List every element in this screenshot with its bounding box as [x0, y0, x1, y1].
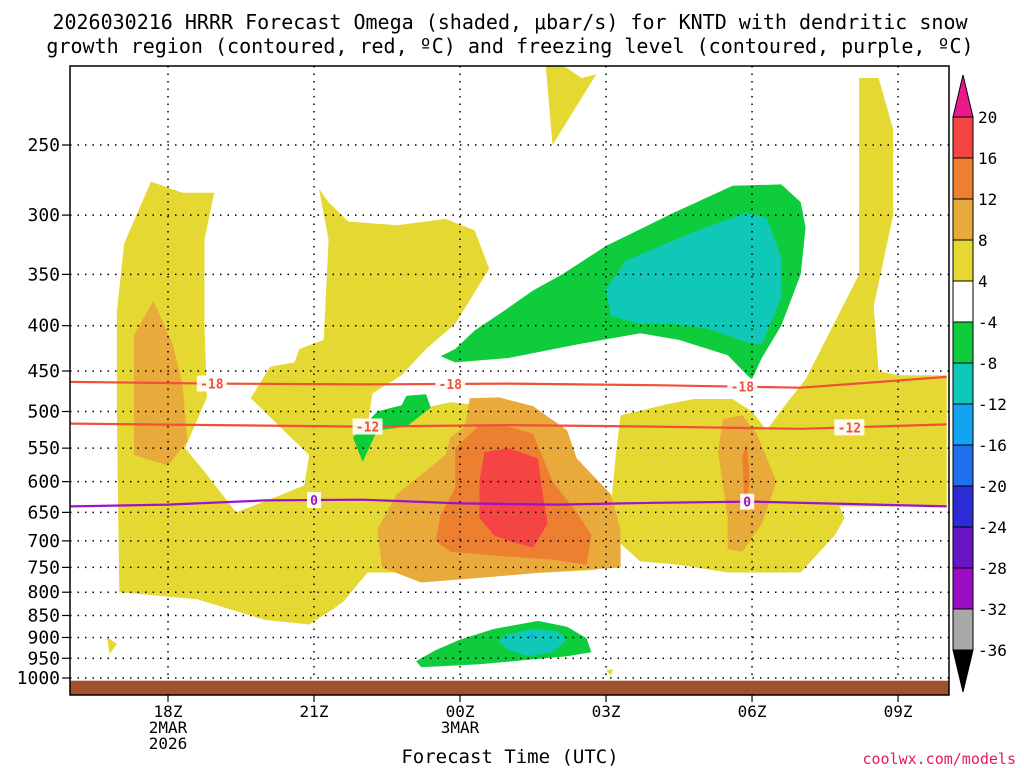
colorbar-min-triangle	[952, 649, 974, 693]
title-line-2: growth region (contoured, red, ºC) and f…	[46, 34, 973, 58]
colorbar-swatch--4-4	[952, 280, 974, 323]
branding-text: coolwx.com/models	[862, 750, 1016, 768]
colorbar-swatch-8-12	[952, 198, 974, 241]
contour-label-bg--18-2	[727, 378, 758, 395]
y-tick-label-1000: 1000	[17, 668, 60, 689]
colorbar-label--4: -4	[978, 313, 997, 332]
contour-label-bg--12-1	[834, 419, 865, 436]
colorbar-label-12: 12	[978, 190, 997, 209]
colorbar-swatch-12-16	[952, 157, 974, 200]
x-axis-label: Forecast Time (UTC)	[401, 746, 618, 768]
colorbar-label--36: -36	[978, 641, 1007, 660]
plot-frame	[69, 65, 950, 696]
contour-label-bg-0-0	[307, 492, 322, 509]
colorbar-label--32: -32	[978, 600, 1007, 619]
y-tick-label-600: 600	[27, 472, 60, 493]
x-tick-label-6-1: 3MAR	[441, 718, 480, 737]
omega-region--16-17	[528, 634, 536, 640]
x-tick-label-6-0: 00Z	[446, 702, 475, 721]
colorbar-swatch--16--12	[952, 403, 974, 446]
colorbar-label--16: -16	[978, 436, 1007, 455]
y-tick-label-900: 900	[27, 627, 60, 648]
colorbar-max-triangle	[952, 74, 974, 118]
contour-label-bg--12-0	[352, 418, 383, 435]
colorbar-label--20: -20	[978, 477, 1007, 496]
title-line-1: 2026030216 HRRR Forecast Omega (shaded, …	[52, 10, 968, 34]
x-tick-label-9-0: 03Z	[592, 702, 621, 721]
y-tick-label-700: 700	[27, 531, 60, 552]
colorbar-swatch-16-20	[952, 116, 974, 159]
x-tick-label-0-2: 2026	[149, 734, 188, 753]
colorbar-label--12: -12	[978, 395, 1007, 414]
colorbar-label--24: -24	[978, 518, 1007, 537]
y-tick-label-750: 750	[27, 557, 60, 578]
colorbar-swatch--12--8	[952, 362, 974, 405]
colorbar-label--28: -28	[978, 559, 1007, 578]
terrain-fill	[70, 680, 949, 695]
x-tick-label-0-0: 18Z	[154, 702, 183, 721]
contour-label-bg--18-0	[196, 375, 227, 392]
contour-lines: -18 -18 -18 -12 -12 0 0	[70, 375, 947, 511]
omega-region--8-14	[352, 394, 431, 462]
y-tick-label-550: 550	[27, 438, 60, 459]
y-tick-label-850: 850	[27, 606, 60, 627]
contour-label--18-2: -18	[731, 381, 755, 396]
x-tick-label-15-0: 09Z	[884, 702, 913, 721]
omega-region-4-2	[545, 66, 597, 145]
colorbar: 20 16 12 8 4 -4 -8 -12 -16 -20 -24 -28 -32 -36	[952, 74, 1007, 693]
colorbar-swatch--8--4	[952, 321, 974, 364]
y-tick-label-450: 450	[27, 361, 60, 382]
contour-label-bg-0-1	[740, 493, 755, 510]
colorbar-swatch--28--24	[952, 526, 974, 569]
contour-label--12-0: -12	[356, 421, 379, 436]
colorbar-swatch--32--28	[952, 567, 974, 610]
colorbar-swatch--20--16	[952, 444, 974, 487]
colorbar-label-16: 16	[978, 149, 997, 168]
omega-region-4-11	[606, 669, 614, 676]
colorbar-label--8: -8	[978, 354, 997, 373]
colorbar-label-4: 4	[978, 272, 988, 291]
contour-label--18-1: -18	[439, 378, 463, 393]
contour-label--12-1: -12	[838, 421, 861, 436]
colorbar-label-8: 8	[978, 231, 988, 250]
y-tick-label-950: 950	[27, 648, 60, 669]
contour-label-0-0: 0	[310, 494, 318, 509]
omega-region-4-3	[107, 637, 117, 655]
omega-region-16-9	[479, 448, 548, 548]
contour-label-bg--18-1	[435, 375, 466, 392]
contour-line--12	[70, 422, 947, 430]
y-tick-label-500: 500	[27, 402, 60, 423]
omega-region-4-1	[610, 78, 947, 573]
contour-label-0-1: 0	[743, 496, 751, 511]
omega-region--12-16	[499, 628, 568, 657]
x-tick-label-0-1: 2MAR	[149, 718, 188, 737]
contour-line-0	[70, 498, 947, 508]
colorbar-label-20: 20	[978, 108, 997, 127]
y-tick-label-400: 400	[27, 316, 60, 337]
y-axis-ticks: 2503003504004505005506006507007508008509…	[17, 135, 70, 689]
y-tick-label-650: 650	[27, 502, 60, 523]
y-tick-label-300: 300	[27, 205, 60, 226]
y-tick-label-250: 250	[27, 135, 60, 156]
colorbar-swatch--24--20	[952, 485, 974, 528]
x-tick-label-3-0: 21Z	[300, 702, 329, 721]
colorbar-swatch--36--32	[952, 608, 974, 651]
y-tick-label-350: 350	[27, 264, 60, 285]
y-tick-label-800: 800	[27, 582, 60, 603]
plot-area: -18 -18 -18 -12 -12 0 0	[70, 66, 949, 695]
x-tick-label-12-0: 06Z	[738, 702, 767, 721]
omega-region--12-13	[606, 212, 782, 345]
contour-label--18-0: -18	[200, 378, 224, 393]
colorbar-swatch-4-8	[952, 239, 974, 282]
omega-shaded-regions	[107, 66, 947, 676]
